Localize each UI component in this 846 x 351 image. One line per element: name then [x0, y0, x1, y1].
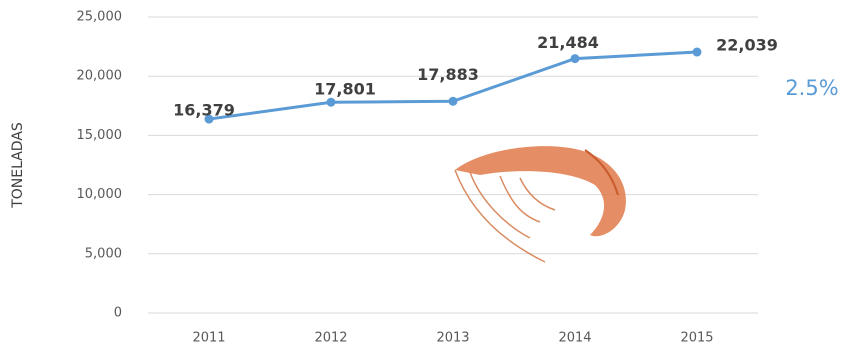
y-axis-label: TONELADAS	[10, 122, 26, 209]
shrimp-illustration	[454, 146, 626, 263]
data-label: 17,883	[417, 65, 479, 84]
point	[204, 114, 214, 124]
point	[326, 97, 336, 107]
line	[208, 50, 698, 121]
y-tick-label: 20,000	[77, 69, 123, 84]
data-label: 17,801	[314, 80, 376, 99]
y-tick-label: 5,000	[85, 246, 122, 261]
y-tick-label: 15,000	[77, 128, 123, 143]
y-tick-label: 25,000	[77, 10, 123, 25]
x-tick-label: 2011	[192, 331, 225, 346]
point	[692, 47, 702, 57]
annotation: 2.5%	[785, 76, 838, 100]
point	[448, 96, 458, 106]
x-tick-label: 2015	[680, 331, 713, 346]
x-tick-label: 2014	[558, 331, 591, 346]
grid	[148, 16, 758, 314]
x-tick-label: 2013	[436, 331, 469, 346]
y-tick-label: 0	[114, 306, 122, 321]
x-tick-label: 2012	[314, 331, 347, 346]
data-label: 21,484	[537, 33, 599, 52]
point	[570, 54, 580, 64]
data-label: 16,379	[173, 101, 235, 120]
y-tick-label: 10,000	[77, 187, 123, 202]
data-label: 22,039	[716, 36, 778, 55]
